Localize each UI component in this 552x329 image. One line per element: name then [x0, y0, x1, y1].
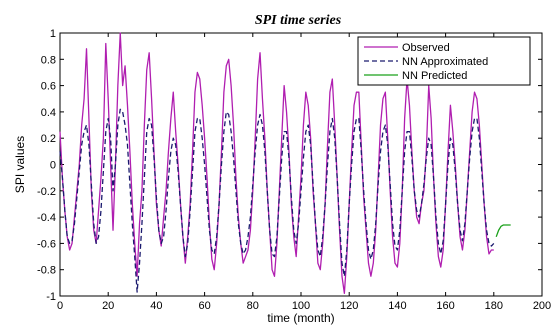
y-tick-label: -1 — [46, 291, 56, 303]
x-tick-label: 160 — [436, 300, 454, 312]
x-tick-label: 80 — [247, 300, 259, 312]
y-tick-label: -0.6 — [37, 238, 56, 250]
series-lines — [59, 32, 511, 295]
x-tick-label: 0 — [57, 300, 63, 312]
x-tick-label: 20 — [102, 300, 114, 312]
series-line-observed — [59, 32, 494, 295]
y-tick-label: 0.2 — [41, 133, 56, 145]
legend: Observed NN Approximated NN Predicted — [357, 36, 531, 86]
y-tick-label: 1 — [50, 28, 56, 40]
y-tick-label: -0.8 — [37, 265, 56, 277]
y-tick-label: 0.8 — [41, 54, 56, 66]
x-tick-label: 100 — [292, 300, 310, 312]
x-tick-label: 180 — [485, 300, 503, 312]
x-axis-label: time (month) — [267, 311, 334, 325]
x-tick-label: 120 — [340, 300, 358, 312]
chart-title: SPI time series — [255, 13, 342, 28]
y-tick-label: -0.4 — [37, 212, 56, 224]
legend-label: NN Approximated — [402, 56, 488, 68]
y-axis-label: SPI values — [13, 136, 27, 193]
legend-label: Observed — [402, 42, 450, 54]
y-tick-label: -0.2 — [37, 186, 56, 198]
x-tick-label: 200 — [533, 300, 551, 312]
axis-ticks: 0 20 40 60 80 100 120 140 160 180 200 -1 -0.8 -0.6 -0.… — [37, 28, 551, 312]
y-tick-label: 0 — [50, 160, 56, 172]
x-tick-label: 140 — [388, 300, 406, 312]
legend-label: NN Predicted — [402, 70, 467, 82]
y-tick-label: 0.4 — [41, 107, 56, 119]
series-line-nn-approximated — [59, 108, 495, 293]
y-tick-label: 0.6 — [41, 81, 56, 93]
series-line-nn-predicted — [495, 224, 511, 238]
x-tick-label: 60 — [198, 300, 210, 312]
x-tick-label: 40 — [150, 300, 162, 312]
legend-box — [357, 36, 531, 86]
